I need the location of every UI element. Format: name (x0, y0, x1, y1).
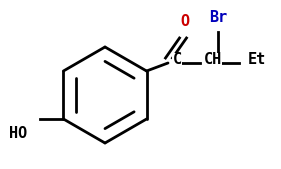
Text: HO: HO (9, 126, 27, 140)
Text: CH: CH (204, 53, 222, 67)
Text: O: O (180, 15, 190, 30)
Text: Br: Br (209, 10, 227, 26)
Text: Et: Et (248, 53, 266, 67)
Text: C: C (173, 53, 182, 67)
